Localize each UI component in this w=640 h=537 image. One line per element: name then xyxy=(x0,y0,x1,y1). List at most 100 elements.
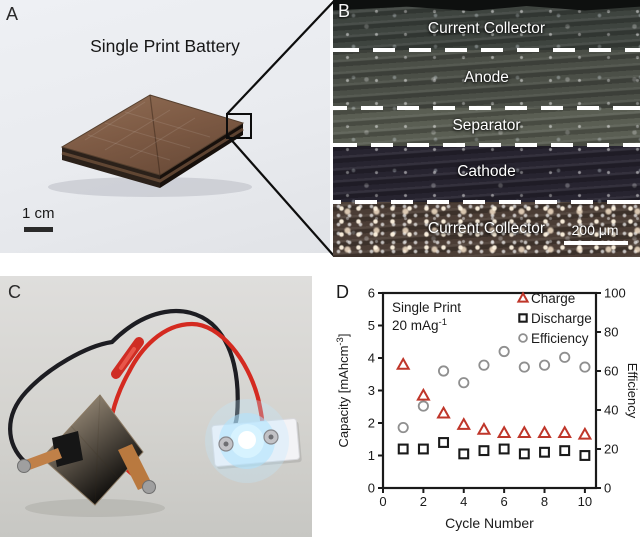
efficiency-data-point xyxy=(559,351,571,363)
x-tick-label: 8 xyxy=(541,494,548,509)
y2-tick-label: 40 xyxy=(604,403,618,418)
panel-a-photo: A Single Print Battery 1 cm xyxy=(0,0,330,253)
legend-label-efficiency: Efficiency xyxy=(531,331,589,346)
charge-data-point xyxy=(436,405,451,419)
y2-tick-label: 100 xyxy=(604,286,626,301)
battery-print-texture xyxy=(84,101,211,161)
discharge-data-point xyxy=(397,443,409,455)
scale-bar-b-label: 200 μm xyxy=(571,222,619,238)
screw-right xyxy=(263,429,279,445)
y-tick-label: 0 xyxy=(368,481,375,496)
charge-data-point xyxy=(557,425,572,439)
efficiency-data-point xyxy=(437,365,450,377)
panel-d-chart: D 0 2 4 6 8 10 0 1 2 3 4 5 6 0 20 40 60 80 100 Charge Discha… xyxy=(330,280,640,537)
legend-label-charge: Charge xyxy=(531,291,575,306)
legend-marker-discharge xyxy=(518,313,528,323)
battery-shadow xyxy=(48,177,252,197)
led-core xyxy=(238,431,256,449)
charge-data-point xyxy=(476,421,492,435)
layer-divider xyxy=(333,200,640,204)
discharge-data-point xyxy=(498,443,510,455)
panel-c-label: C xyxy=(8,282,21,302)
panel-c-photo: C xyxy=(0,276,312,537)
battery-mid-layer xyxy=(61,127,244,183)
layer-separator xyxy=(333,108,640,146)
efficiency-data-point xyxy=(579,361,591,373)
charge-data-point xyxy=(577,426,593,440)
layer-divider xyxy=(333,143,640,147)
micrograph-sparkles xyxy=(333,202,640,257)
battery-c-texture xyxy=(70,394,120,506)
battery-top-face xyxy=(60,94,245,176)
discharge-data-point xyxy=(579,450,591,461)
legend-label-discharge: Discharge xyxy=(531,311,592,326)
panel-b-label: B xyxy=(338,1,351,21)
y-tick-label: 3 xyxy=(368,383,375,398)
x-tick-label: 6 xyxy=(501,494,508,509)
scale-bar-a-label: 1 cm xyxy=(22,205,55,222)
battery-crease xyxy=(149,94,161,176)
layer-cathode xyxy=(333,146,640,202)
discharge-data-point xyxy=(559,445,571,457)
panel-a-title: Single Print Battery xyxy=(90,36,240,56)
panel-a-label: A xyxy=(6,4,19,24)
y-tick-label: 2 xyxy=(368,416,375,431)
efficiency-data-point xyxy=(458,377,470,389)
layer-anode xyxy=(333,50,640,108)
heat-shrink-highlight xyxy=(119,347,136,370)
layer-label-current-collector-bottom: Current Collector xyxy=(427,220,546,237)
scale-bar-b xyxy=(564,241,628,245)
y-axis-title: Capacity [mAhcm-3] xyxy=(335,334,351,448)
y2-tick-label: 0 xyxy=(604,481,611,496)
layer-label-cathode: Cathode xyxy=(457,163,516,180)
x-axis-title: Cycle Number xyxy=(445,515,534,531)
discharge-data-point xyxy=(438,437,450,448)
charge-data-point xyxy=(517,425,532,439)
alligator-clip-left xyxy=(17,459,31,473)
panel-b-micrograph: B Current Collector Anode Separator Cath… xyxy=(333,0,640,257)
x-tick-label: 2 xyxy=(420,494,427,509)
panel-d-label: D xyxy=(336,282,349,302)
battery-c-shadow xyxy=(25,499,165,517)
y-tick-label: 5 xyxy=(368,318,375,333)
layer-label-anode: Anode xyxy=(464,69,509,86)
battery-led-photo xyxy=(8,308,302,517)
layer-divider xyxy=(333,106,640,110)
y2-tick-label: 60 xyxy=(604,364,618,379)
alligator-clip-right xyxy=(142,480,156,494)
efficiency-data-point xyxy=(417,400,429,412)
charge-data-point xyxy=(395,356,411,370)
layer-divider xyxy=(333,48,640,52)
x-tick-label: 0 xyxy=(379,494,386,509)
y-tick-label: 1 xyxy=(368,448,375,463)
charge-data-point xyxy=(496,425,512,439)
layer-label-separator: Separator xyxy=(452,117,521,134)
legend-marker-efficiency xyxy=(518,333,528,343)
scale-bar-a xyxy=(24,227,53,232)
efficiency-data-point xyxy=(518,361,530,373)
x-tick-label: 10 xyxy=(578,494,592,509)
y-tick-label: 4 xyxy=(368,351,375,366)
discharge-data-point xyxy=(478,445,490,457)
charge-data-point xyxy=(456,417,471,430)
copper-strip-right xyxy=(118,444,152,490)
discharge-data-point xyxy=(539,446,550,458)
layer-label-current-collector-top: Current Collector xyxy=(427,20,546,37)
efficiency-data-point xyxy=(498,345,510,358)
capacity-chart: 0 2 4 6 8 100123456020406080100ChargeDischarg… xyxy=(335,286,640,532)
battery-photo-a xyxy=(48,94,252,197)
micrograph-top-edge xyxy=(333,0,640,11)
y2-axis-title: Efficiency xyxy=(625,363,640,419)
discharge-data-point xyxy=(417,443,429,455)
annotation-line2: 20 mAg-1 xyxy=(392,317,447,333)
charge-data-point xyxy=(537,425,552,439)
efficiency-data-point xyxy=(478,359,490,371)
legend-marker-charge xyxy=(516,291,530,303)
efficiency-data-point xyxy=(538,359,551,371)
y2-tick-label: 80 xyxy=(604,325,618,340)
charge-data-point xyxy=(416,387,431,401)
zoom-region-box xyxy=(226,113,252,139)
y-tick-label: 6 xyxy=(368,286,375,301)
discharge-data-point xyxy=(458,448,470,460)
